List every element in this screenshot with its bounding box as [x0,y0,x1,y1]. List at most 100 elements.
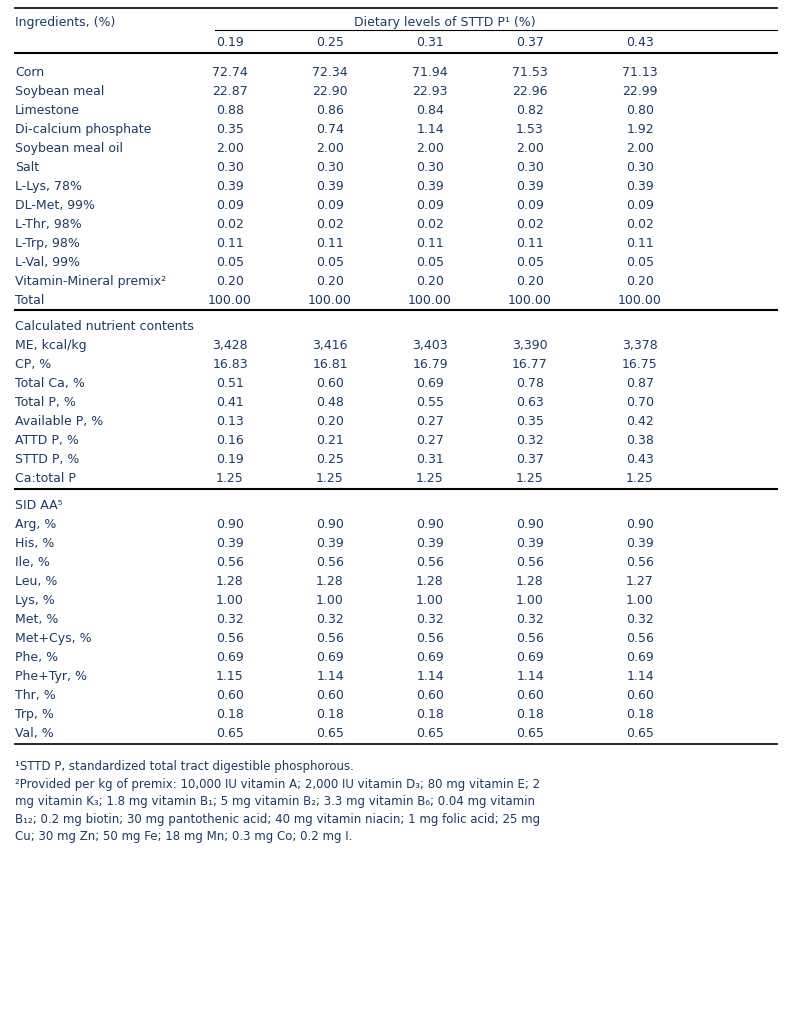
Text: 0.87: 0.87 [626,377,654,391]
Text: Corn: Corn [15,66,44,78]
Text: 0.60: 0.60 [316,377,344,391]
Text: 0.09: 0.09 [626,198,654,212]
Text: 0.90: 0.90 [216,518,244,530]
Text: 0.56: 0.56 [316,556,344,568]
Text: 0.88: 0.88 [216,104,244,116]
Text: 0.56: 0.56 [216,632,244,645]
Text: 0.37: 0.37 [516,453,544,466]
Text: 0.27: 0.27 [416,434,444,447]
Text: 0.20: 0.20 [216,274,244,288]
Text: 3,403: 3,403 [412,339,447,353]
Text: 0.48: 0.48 [316,396,344,409]
Text: 0.09: 0.09 [316,198,344,212]
Text: L-Val, 99%: L-Val, 99% [15,256,80,268]
Text: 1.14: 1.14 [626,669,654,683]
Text: 0.16: 0.16 [216,434,244,447]
Text: 0.56: 0.56 [626,632,654,645]
Text: 0.60: 0.60 [216,689,244,702]
Text: 0.63: 0.63 [516,396,544,409]
Text: 71.53: 71.53 [512,66,548,78]
Text: 0.39: 0.39 [216,537,244,550]
Text: 0.41: 0.41 [216,396,244,409]
Text: 0.65: 0.65 [626,727,654,740]
Text: Ile, %: Ile, % [15,556,50,568]
Text: 2.00: 2.00 [316,142,344,154]
Text: 0.02: 0.02 [516,218,544,230]
Text: 0.20: 0.20 [626,274,654,288]
Text: 16.79: 16.79 [412,358,447,371]
Text: 0.43: 0.43 [626,36,654,49]
Text: 0.05: 0.05 [516,256,544,268]
Text: Arg, %: Arg, % [15,518,56,530]
Text: 0.39: 0.39 [216,180,244,192]
Text: 1.25: 1.25 [316,472,344,485]
Text: 0.18: 0.18 [216,707,244,721]
Text: 0.56: 0.56 [416,632,444,645]
Text: 1.25: 1.25 [416,472,444,485]
Text: 0.55: 0.55 [416,396,444,409]
Text: 3,416: 3,416 [312,339,348,353]
Text: 1.28: 1.28 [416,575,444,588]
Text: 0.32: 0.32 [416,613,444,626]
Text: 1.14: 1.14 [516,669,544,683]
Text: 16.75: 16.75 [623,358,658,371]
Text: 0.30: 0.30 [626,160,654,174]
Text: 2.00: 2.00 [626,142,654,154]
Text: 0.31: 0.31 [416,36,444,49]
Text: 0.84: 0.84 [416,104,444,116]
Text: 0.19: 0.19 [216,36,244,49]
Text: 1.53: 1.53 [516,122,544,136]
Text: 0.65: 0.65 [216,727,244,740]
Text: 0.18: 0.18 [626,707,654,721]
Text: 0.82: 0.82 [516,104,544,116]
Text: Total Ca, %: Total Ca, % [15,377,85,391]
Text: 0.42: 0.42 [626,415,654,428]
Text: 0.18: 0.18 [416,707,444,721]
Text: 0.39: 0.39 [316,180,344,192]
Text: 0.69: 0.69 [516,651,544,664]
Text: 1.15: 1.15 [216,669,244,683]
Text: 1.25: 1.25 [626,472,654,485]
Text: Total: Total [15,294,44,306]
Text: Phe, %: Phe, % [15,651,58,664]
Text: Lys, %: Lys, % [15,594,55,607]
Text: Phe+Tyr, %: Phe+Tyr, % [15,669,87,683]
Text: 0.51: 0.51 [216,377,244,391]
Text: Ca:total P: Ca:total P [15,472,76,485]
Text: ¹STTD P, standardized total tract digestible phosphorous.: ¹STTD P, standardized total tract digest… [15,761,354,773]
Text: 0.09: 0.09 [416,198,444,212]
Text: 0.37: 0.37 [516,36,544,49]
Text: 1.28: 1.28 [316,575,344,588]
Text: 0.02: 0.02 [316,218,344,230]
Text: 0.69: 0.69 [416,377,444,391]
Text: 1.28: 1.28 [516,575,544,588]
Text: 0.70: 0.70 [626,396,654,409]
Text: 0.30: 0.30 [216,160,244,174]
Text: 0.65: 0.65 [416,727,444,740]
Text: 0.35: 0.35 [216,122,244,136]
Text: 0.30: 0.30 [416,160,444,174]
Text: Limestone: Limestone [15,104,80,116]
Text: 0.13: 0.13 [216,415,244,428]
Text: 0.19: 0.19 [216,453,244,466]
Text: 0.05: 0.05 [216,256,244,268]
Text: 0.11: 0.11 [516,236,544,250]
Text: 1.27: 1.27 [626,575,654,588]
Text: 0.38: 0.38 [626,434,654,447]
Text: 0.56: 0.56 [626,556,654,568]
Text: 0.60: 0.60 [316,689,344,702]
Text: L-Thr, 98%: L-Thr, 98% [15,218,82,230]
Text: Soybean meal: Soybean meal [15,84,105,98]
Text: His, %: His, % [15,537,55,550]
Text: 0.05: 0.05 [416,256,444,268]
Text: 3,378: 3,378 [623,339,658,353]
Text: ATTD P, %: ATTD P, % [15,434,79,447]
Text: 0.56: 0.56 [216,556,244,568]
Text: 0.09: 0.09 [216,198,244,212]
Text: 0.39: 0.39 [416,180,444,192]
Text: Available P, %: Available P, % [15,415,103,428]
Text: 0.02: 0.02 [216,218,244,230]
Text: 0.32: 0.32 [516,434,544,447]
Text: 2.00: 2.00 [516,142,544,154]
Text: 22.96: 22.96 [512,84,548,98]
